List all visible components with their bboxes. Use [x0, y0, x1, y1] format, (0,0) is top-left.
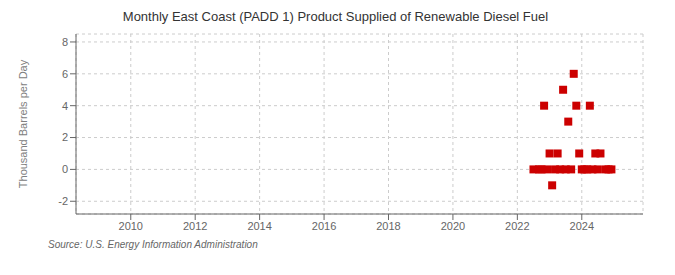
svg-text:2012: 2012 — [183, 220, 207, 232]
svg-text:2014: 2014 — [247, 220, 271, 232]
html-text:Source: U.S. Energy Informatio: Source: U.S. Energy Information Administ… — [48, 239, 258, 250]
svg-text:2022: 2022 — [505, 220, 529, 232]
svg-text:2016: 2016 — [312, 220, 336, 232]
svg-text:Thousand Barrels per Day: Thousand Barrels per Day — [17, 59, 29, 188]
svg-text:2020: 2020 — [441, 220, 465, 232]
html-text:Monthly East Coast (PADD 1) Pr: Monthly East Coast (PADD 1) Product Supp… — [122, 9, 549, 24]
svg-text:6: 6 — [62, 68, 68, 80]
svg-text:0: 0 — [62, 163, 68, 175]
svg-text:2018: 2018 — [376, 220, 400, 232]
svg-text:8: 8 — [62, 36, 68, 48]
svg-text:4: 4 — [62, 100, 68, 112]
svg-text:-2: -2 — [58, 195, 68, 207]
svg-text:2024: 2024 — [570, 220, 594, 232]
svg-text:2: 2 — [62, 131, 68, 143]
svg-text:2010: 2010 — [119, 220, 143, 232]
